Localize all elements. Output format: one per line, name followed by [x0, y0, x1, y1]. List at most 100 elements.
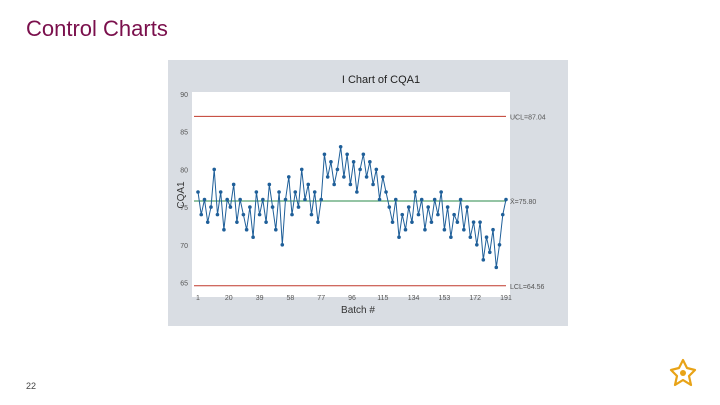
ucl-label: UCL=87.04 — [510, 114, 546, 121]
data-point — [209, 205, 213, 209]
data-point — [254, 190, 259, 194]
data-point — [225, 197, 229, 202]
data-point — [361, 152, 366, 157]
data-point — [267, 182, 272, 187]
data-point — [290, 212, 294, 217]
data-point — [358, 167, 362, 172]
data-point — [410, 220, 414, 224]
data-point — [465, 205, 469, 209]
data-point — [458, 197, 463, 202]
data-point — [439, 190, 443, 194]
data-point — [345, 152, 349, 157]
data-point — [423, 227, 427, 232]
data-point — [277, 190, 281, 194]
data-point — [494, 265, 499, 270]
x-tick-label: 58 — [287, 295, 295, 302]
y-tick-label: 90 — [180, 92, 188, 99]
data-point — [475, 242, 479, 247]
data-point — [462, 227, 466, 232]
data-point — [355, 190, 359, 194]
data-point — [196, 190, 200, 194]
control-limits: UCL=87.04 X̄=75.80 LCL=64.56 — [194, 114, 546, 291]
data-point — [205, 220, 210, 224]
y-tick-label: 75 — [180, 205, 188, 212]
data-point — [400, 212, 405, 217]
data-point — [251, 235, 255, 240]
data-point — [303, 197, 307, 202]
slide-title: Control Charts — [26, 16, 168, 41]
y-tick-label: 65 — [180, 280, 188, 287]
chart-panel: I Chart of CQA1 CQA1 Batch # 90 85 80 75 70 6… — [168, 60, 568, 326]
data-point — [381, 175, 385, 179]
x-tick-label: 96 — [348, 295, 356, 302]
i-chart: I Chart of CQA1 CQA1 Batch # 90 85 80 75 70 6… — [176, 74, 546, 316]
data-point — [280, 242, 285, 247]
data-point — [222, 227, 226, 232]
data-point — [202, 197, 207, 202]
data-point — [218, 190, 223, 194]
data-point — [397, 235, 401, 240]
data-point — [449, 235, 453, 240]
data-point — [406, 205, 411, 209]
data-point — [491, 227, 495, 232]
data-point — [500, 212, 505, 217]
data-point — [212, 167, 217, 172]
data-point — [248, 205, 252, 209]
data-point — [332, 182, 336, 187]
data-point — [468, 235, 473, 240]
y-axis: 90 85 80 75 70 65 — [180, 92, 188, 287]
data-series — [196, 144, 508, 270]
chart-title: I Chart of CQA1 — [342, 74, 420, 86]
data-point — [342, 175, 346, 179]
y-axis-label: CQA1 — [176, 181, 187, 209]
data-point — [329, 160, 333, 164]
data-point — [442, 227, 447, 232]
data-point — [452, 212, 456, 217]
data-point — [309, 212, 314, 217]
data-point — [384, 190, 388, 194]
data-point — [312, 190, 317, 194]
data-point — [325, 175, 330, 179]
data-point — [306, 182, 311, 187]
y-tick-label: 80 — [180, 167, 188, 174]
data-point — [371, 182, 375, 187]
data-point — [504, 197, 508, 202]
data-point — [270, 205, 275, 209]
x-tick-label: 115 — [377, 295, 388, 302]
data-point — [231, 182, 236, 187]
x-tick-label: 20 — [225, 295, 233, 302]
data-point — [228, 205, 233, 209]
data-point — [293, 190, 298, 194]
data-point — [316, 220, 320, 224]
y-tick-label: 85 — [180, 130, 188, 137]
data-point — [338, 144, 343, 149]
data-point — [319, 197, 323, 202]
data-point — [283, 197, 288, 202]
x-tick-label: 39 — [256, 295, 264, 302]
data-point — [390, 220, 395, 224]
data-point — [348, 182, 353, 187]
data-point — [436, 212, 440, 217]
data-point — [377, 197, 382, 202]
x-tick-label: 153 — [439, 295, 451, 302]
data-point — [244, 227, 249, 232]
company-logo-icon — [669, 358, 697, 387]
data-point — [296, 205, 301, 209]
data-point — [426, 205, 430, 209]
data-point — [432, 197, 437, 202]
data-point — [455, 220, 460, 224]
data-point — [478, 220, 482, 224]
x-tick-label: 191 — [500, 295, 512, 302]
data-point — [199, 212, 204, 217]
data-point — [419, 197, 424, 202]
x-tick-label: 134 — [408, 295, 420, 302]
data-point — [274, 227, 278, 232]
plot-area — [192, 92, 510, 297]
center-label: X̄=75.80 — [510, 198, 536, 206]
data-point — [445, 205, 450, 209]
y-tick-label: 70 — [180, 243, 188, 250]
data-point — [257, 212, 262, 217]
data-point — [481, 258, 486, 262]
x-axis-label: Batch # — [341, 305, 375, 316]
data-point — [374, 167, 379, 172]
